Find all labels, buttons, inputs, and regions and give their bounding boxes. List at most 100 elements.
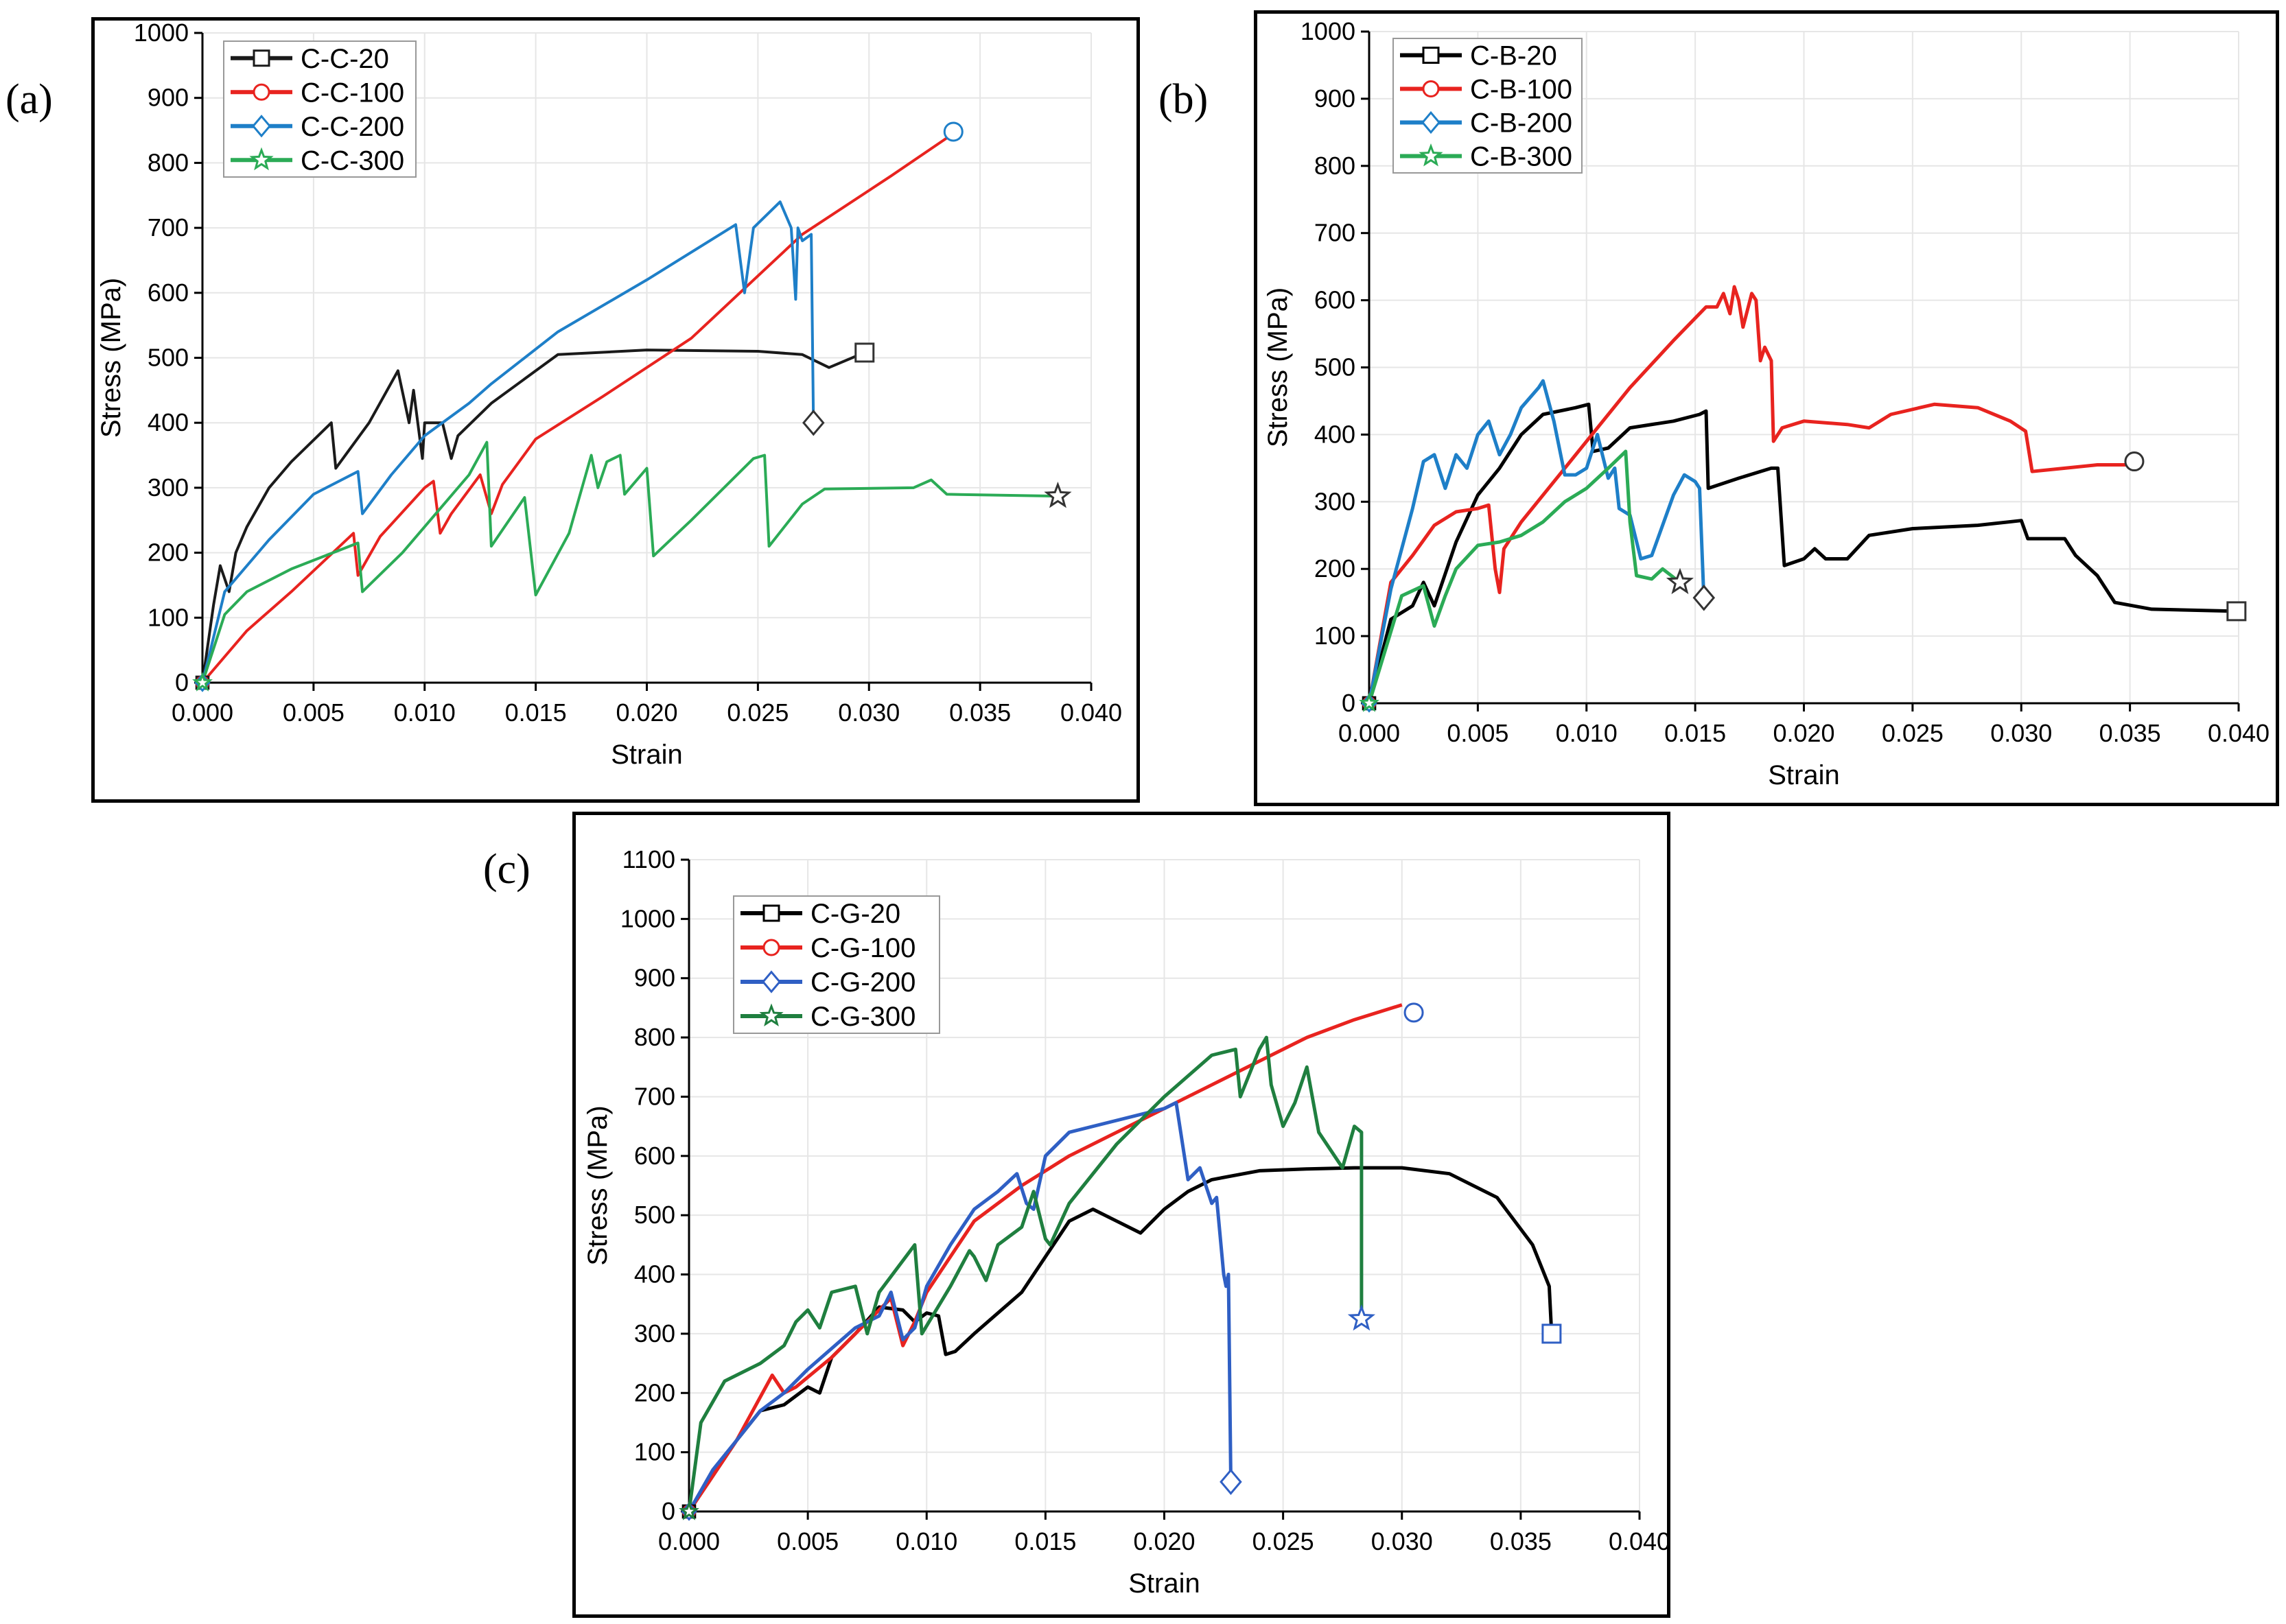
series-line-C-G-200 bbox=[687, 1101, 1233, 1513]
y-tick-label: 200 bbox=[634, 1378, 675, 1407]
legend-marker-C-B-20 bbox=[1422, 47, 1440, 64]
x-tick-label: 0.000 bbox=[172, 698, 233, 727]
legend-marker-C-B-300 bbox=[1419, 143, 1443, 167]
x-tick-label: 0.010 bbox=[1556, 719, 1618, 747]
legend-marker-C-C-100 bbox=[253, 83, 270, 101]
end-marker-C-C-300 bbox=[1044, 482, 1072, 508]
legend-label-C-C-300: C-C-300 bbox=[301, 145, 404, 176]
legend-label-C-G-200: C-G-200 bbox=[810, 967, 915, 998]
chart-a: 0.000 0.005 0.010 0.015 0.020 0.025 0.030 0.035… bbox=[96, 19, 1122, 770]
y-tick-label: 500 bbox=[1314, 353, 1355, 381]
end-marker-C-G-100 bbox=[1403, 1002, 1424, 1023]
end-marker-C-G-300 bbox=[1347, 1304, 1376, 1331]
legend-marker-C-G-100 bbox=[762, 939, 780, 956]
y-tick-label: 400 bbox=[148, 408, 189, 436]
series-line-C-B-100 bbox=[1367, 285, 2130, 704]
x-axis-title: Strain bbox=[1768, 760, 1840, 790]
series-line-C-C-300 bbox=[201, 440, 1058, 683]
y-tick-label: 600 bbox=[634, 1142, 675, 1170]
y-tick-label: 800 bbox=[634, 1023, 675, 1051]
x-tick-label: 0.030 bbox=[1371, 1527, 1433, 1555]
x-tick-label: 0.025 bbox=[1252, 1527, 1314, 1555]
x-tick-label: 0.035 bbox=[2099, 719, 2161, 747]
x-tick-label: 0.005 bbox=[1447, 719, 1508, 747]
gridlines bbox=[202, 32, 1092, 683]
series-line-C-B-200 bbox=[1367, 379, 1706, 704]
y-tick-label: 1000 bbox=[134, 19, 189, 47]
panel-label-b: (b) bbox=[1158, 76, 1209, 123]
start-marker-C-G-300 bbox=[679, 1501, 699, 1520]
end-marker-C-B-20 bbox=[2226, 601, 2247, 622]
legend-label-C-B-300: C-B-300 bbox=[1470, 142, 1572, 172]
legend-marker-C-B-100 bbox=[1422, 80, 1440, 97]
end-marker-C-C-20 bbox=[854, 342, 875, 363]
x-tick-label: 0.005 bbox=[283, 698, 345, 727]
y-axis-title: Stress (MPa) bbox=[96, 278, 126, 438]
series-line-C-B-20 bbox=[1367, 402, 2237, 704]
y-tick-label: 0 bbox=[1342, 689, 1355, 717]
y-tick-label: 400 bbox=[634, 1260, 675, 1288]
start-marker-C-B-300 bbox=[1359, 692, 1379, 712]
panel-label-a: (a) bbox=[5, 76, 53, 123]
y-tick-label: 200 bbox=[148, 539, 189, 567]
x-tick-label: 0.040 bbox=[1609, 1527, 1670, 1555]
y-tick-label: 1000 bbox=[620, 904, 675, 932]
series-line-C-C-200 bbox=[201, 200, 815, 683]
chart-panel-c: 0.000 0.005 0.010 0.015 0.020 0.025 0.030 0.035… bbox=[572, 812, 1670, 1618]
y-tick-label: 1100 bbox=[622, 845, 675, 873]
chart-b: 0.000 0.005 0.010 0.015 0.020 0.025 0.030 0.035… bbox=[1263, 17, 2270, 790]
x-tick-label: 0.040 bbox=[2208, 719, 2270, 747]
end-marker-C-G-20 bbox=[1541, 1323, 1562, 1344]
panel-label-c: (c) bbox=[483, 846, 530, 893]
legend-label-C-C-200: C-C-200 bbox=[301, 112, 404, 142]
x-tick-label: 0.035 bbox=[949, 698, 1011, 727]
x-tick-label: 0.025 bbox=[1882, 719, 1944, 747]
x-tick-label: 0.010 bbox=[896, 1527, 957, 1555]
chart-c: 0.000 0.005 0.010 0.015 0.020 0.025 0.030 0.035… bbox=[583, 845, 1670, 1599]
x-tick-label: 0.040 bbox=[1060, 698, 1122, 727]
x-tick-label: 0.025 bbox=[727, 698, 789, 727]
x-tick-label: 0.020 bbox=[616, 698, 677, 727]
y-tick-label: 100 bbox=[148, 603, 189, 631]
y-tick-label: 300 bbox=[1314, 487, 1355, 515]
y-tick-label: 800 bbox=[148, 148, 189, 176]
y-tick-label: 700 bbox=[634, 1082, 675, 1110]
y-tick-label: 700 bbox=[148, 213, 189, 242]
y-tick-label: 800 bbox=[1314, 152, 1355, 180]
legend-marker-C-C-20 bbox=[253, 49, 270, 67]
y-tick-label: 300 bbox=[148, 473, 189, 502]
chart-panel-b: 0.000 0.005 0.010 0.015 0.020 0.025 0.030 0.035… bbox=[1254, 10, 2279, 806]
series-line-C-G-300 bbox=[687, 1035, 1364, 1512]
y-tick-label: 500 bbox=[634, 1201, 675, 1229]
end-marker-C-G-200 bbox=[1220, 1468, 1242, 1496]
x-tick-label: 0.035 bbox=[1490, 1527, 1552, 1555]
y-tick-label: 600 bbox=[1314, 286, 1355, 314]
series-line-C-G-20 bbox=[687, 1166, 1554, 1513]
y-axis-title: Stress (MPa) bbox=[1263, 287, 1293, 447]
x-tick-label: 0.015 bbox=[1014, 1527, 1076, 1555]
y-tick-label: 600 bbox=[148, 279, 189, 307]
y-tick-label: 1000 bbox=[1301, 17, 1355, 45]
x-axis-title: Strain bbox=[1128, 1568, 1200, 1599]
y-tick-label: 400 bbox=[1314, 420, 1355, 448]
x-tick-label: 0.010 bbox=[394, 698, 456, 727]
x-tick-label: 0.030 bbox=[838, 698, 900, 727]
start-marker-C-C-300 bbox=[192, 672, 213, 692]
legend-label-C-G-20: C-G-20 bbox=[810, 899, 900, 929]
chart-panel-a: 0.000 0.005 0.010 0.015 0.020 0.025 0.030 0.035… bbox=[91, 17, 1140, 803]
y-tick-label: 900 bbox=[148, 84, 189, 112]
series-line-C-G-100 bbox=[687, 1003, 1403, 1513]
legend-label-C-C-20: C-C-20 bbox=[301, 44, 389, 74]
x-tick-label: 0.000 bbox=[1338, 719, 1400, 747]
end-marker-C-B-300 bbox=[1666, 567, 1694, 594]
legend-label-C-G-300: C-G-300 bbox=[810, 1002, 915, 1032]
x-tick-label: 0.015 bbox=[505, 698, 567, 727]
y-axis-title: Stress (MPa) bbox=[583, 1105, 613, 1265]
y-tick-label: 700 bbox=[1314, 219, 1355, 247]
legend-marker-C-G-300 bbox=[759, 1003, 784, 1027]
y-tick-label: 300 bbox=[634, 1319, 675, 1348]
legend: C-G-20 C-G-100 C-G-200 C-G-300 bbox=[733, 895, 940, 1034]
x-tick-label: 0.030 bbox=[1990, 719, 2052, 747]
